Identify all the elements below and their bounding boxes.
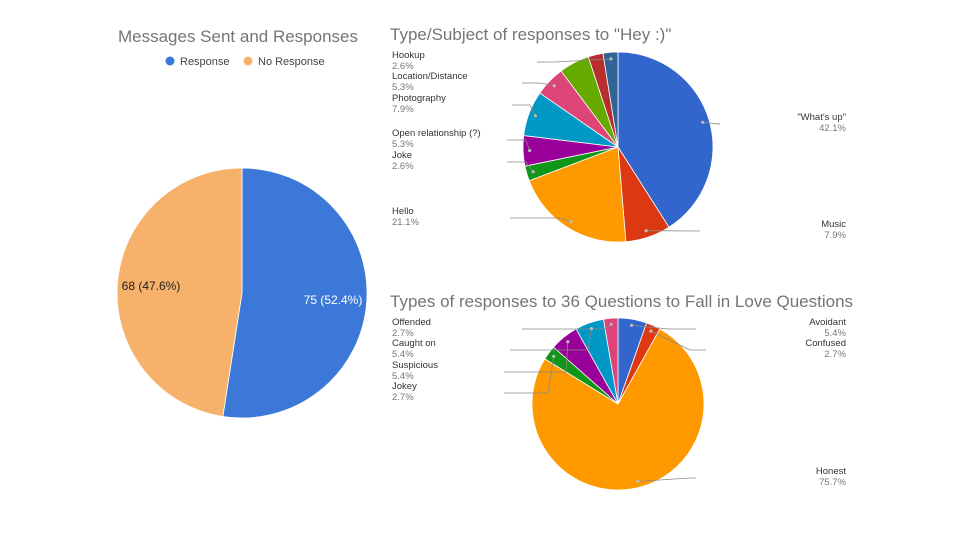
pie-slice-what-s-up	[617, 51, 714, 228]
callout-line	[507, 139, 531, 151]
legend-label: No Response	[258, 56, 325, 68]
pie-slice-honest	[531, 328, 705, 491]
callout-percent: 7.9%	[824, 230, 846, 241]
callout-line	[504, 356, 555, 394]
callout-label: Confused	[805, 338, 846, 349]
callout-dot	[531, 170, 535, 174]
callout-dot	[552, 84, 556, 88]
callout-percent: 2.7%	[392, 392, 414, 403]
callout-dot	[609, 322, 613, 326]
callout-percent: 2.7%	[824, 349, 846, 360]
pie: 75 (52.4%) 68 (47.6%)	[116, 167, 368, 419]
callout-label: Photography	[392, 93, 446, 104]
chart-hey-responses: Type/Subject of responses to "Hey :)" Ho…	[390, 25, 847, 243]
callout-dot	[636, 479, 640, 483]
slice-label: 75 (52.4%)	[304, 293, 363, 307]
slice-label: 68 (47.6%)	[122, 279, 181, 293]
callout-dot	[701, 120, 705, 124]
callout-line	[507, 161, 534, 172]
callout-line	[702, 121, 721, 125]
callout-dot	[629, 323, 634, 327]
callout-percent: 2.6%	[392, 161, 414, 172]
callout-percent: 5.4%	[824, 328, 846, 339]
legend-label: Response	[180, 56, 230, 68]
callout-label: Jokey	[392, 381, 417, 392]
callout-label: Suspicious	[392, 360, 438, 371]
chart-legend: Response No Response	[165, 56, 325, 68]
callout-line	[512, 104, 536, 116]
chart-36-questions: Types of responses to 36 Questions to Fa…	[390, 292, 853, 491]
callout-percent: 7.9%	[392, 104, 414, 115]
callout-line	[537, 58, 612, 63]
legend-swatch	[243, 56, 253, 66]
callout-dot	[566, 340, 570, 344]
callout-line	[504, 341, 569, 373]
callout-line	[650, 330, 706, 351]
callout-dot	[569, 220, 573, 224]
callout-label: Joke	[392, 150, 412, 161]
callout-line	[638, 477, 696, 482]
callout-dot	[552, 354, 556, 358]
callout-line	[510, 217, 572, 223]
callout-percent: 5.4%	[392, 349, 414, 360]
callout-percent: 5.3%	[392, 139, 414, 150]
pie-slice-no-response	[116, 167, 243, 417]
callout-label: Honest	[816, 466, 846, 477]
callout-dot	[528, 149, 532, 153]
callout-line	[522, 323, 612, 330]
callout-line	[510, 328, 592, 351]
pie-slice-hello	[528, 146, 627, 243]
callouts: Hookup2.6%Location/Distance5.3%Photograp…	[392, 50, 847, 241]
callout-percent: 75.7%	[819, 477, 846, 488]
callout-label: Offended	[392, 317, 431, 328]
legend-swatch	[165, 56, 175, 66]
callout-label: Location/Distance	[392, 71, 468, 82]
callout-dot	[533, 114, 538, 118]
callout-label: "What's up"	[797, 112, 846, 123]
callout-label: Open relationship (?)	[392, 128, 481, 139]
callout-percent: 21.1%	[392, 217, 419, 228]
pie-slice-offended	[603, 317, 619, 405]
callout-label: Music	[821, 219, 846, 230]
callout-dot	[649, 329, 653, 333]
pie-slice-hookup	[602, 51, 619, 148]
callout-dot	[589, 327, 594, 331]
chart-title: Types of responses to 36 Questions to Fa…	[390, 292, 853, 311]
pie	[531, 317, 705, 491]
callout-line	[631, 324, 696, 330]
callout-dot	[609, 57, 613, 61]
callout-percent: 2.7%	[392, 328, 414, 339]
pie-slice-response	[222, 167, 368, 419]
callout-dot	[644, 229, 648, 233]
pie	[522, 51, 714, 243]
callout-label: Avoidant	[809, 317, 846, 328]
callout-line	[522, 82, 555, 87]
callout-label: Hookup	[392, 50, 425, 61]
callout-percent: 2.6%	[392, 61, 414, 72]
callout-label: Caught on	[392, 338, 436, 349]
callout-percent: 42.1%	[819, 123, 846, 134]
callout-percent: 5.3%	[392, 82, 414, 93]
chart-messages-sent: Messages Sent and Responses Response No R…	[116, 27, 368, 419]
chart-title: Messages Sent and Responses	[118, 27, 358, 46]
callout-percent: 5.4%	[392, 371, 414, 382]
callout-label: Hello	[392, 206, 414, 217]
chart-title: Type/Subject of responses to "Hey :)"	[390, 25, 671, 44]
